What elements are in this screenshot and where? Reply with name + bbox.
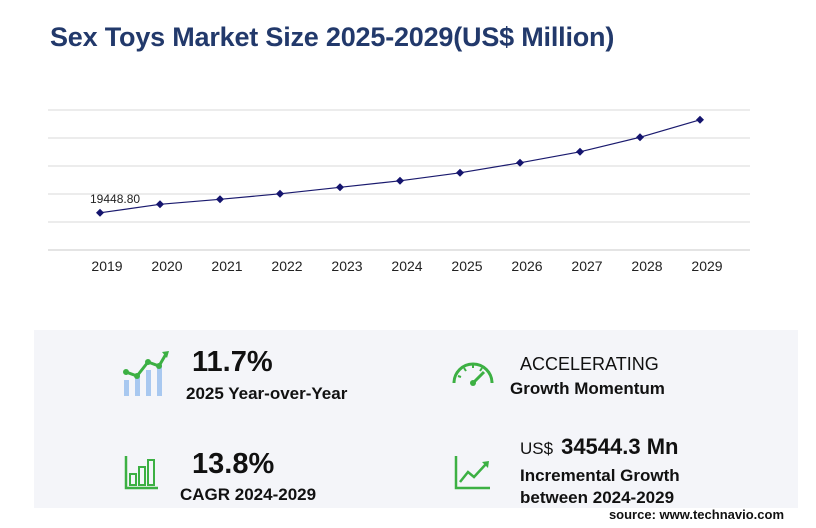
series-markers xyxy=(96,115,704,217)
data-point xyxy=(696,115,704,124)
grid-lines xyxy=(48,109,750,251)
data-point xyxy=(396,176,404,185)
incremental-line2: between 2024-2029 xyxy=(520,488,675,507)
data-point xyxy=(276,189,284,198)
incremental-value-row: US$ 34544.3 Mn xyxy=(520,434,678,460)
data-point xyxy=(216,195,224,204)
momentum-line1: ACCELERATING xyxy=(520,354,659,374)
x-tick-label: 2029 xyxy=(691,258,722,274)
data-point xyxy=(456,168,464,177)
x-tick-label: 2020 xyxy=(151,258,182,274)
x-tick-label: 2021 xyxy=(211,258,242,274)
data-labels: 19448.80 xyxy=(90,192,140,206)
data-point xyxy=(636,133,644,142)
x-tick-label: 2019 xyxy=(91,258,122,274)
x-tick-label: 2024 xyxy=(391,258,422,274)
x-tick-label: 2026 xyxy=(511,258,542,274)
line-chart: 2019 2020 2021 2022 2023 2024 2025 2026 2027 2028… xyxy=(48,109,750,274)
x-tick-label: 2023 xyxy=(331,258,362,274)
data-point xyxy=(576,147,584,156)
yoy-label: 2025 Year-over-Year xyxy=(186,384,348,403)
cagr-value: 13.8% xyxy=(192,448,275,480)
x-axis-tick-labels: 2019 2020 2021 2022 2023 2024 2025 2026 2027 2028… xyxy=(91,258,722,274)
speedometer-icon xyxy=(452,362,494,386)
trend-line-icon xyxy=(454,456,490,490)
incremental-unit: US$ xyxy=(520,439,554,458)
cagr-label: CAGR 2024-2029 xyxy=(180,485,317,504)
data-point xyxy=(156,200,164,209)
data-label: 19448.80 xyxy=(90,192,140,206)
data-point xyxy=(336,183,344,192)
x-tick-label: 2028 xyxy=(631,258,662,274)
bar-chart-icon xyxy=(124,456,158,490)
data-point xyxy=(516,158,524,167)
source-credit: source: www.technavio.com xyxy=(608,507,784,522)
incremental-value: 34544.3 Mn xyxy=(561,434,679,459)
chart-title: Sex Toys Market Size 2025-2029(US$ Milli… xyxy=(50,22,615,52)
yoy-value: 11.7% xyxy=(192,346,273,378)
bar-line-growth-icon xyxy=(123,351,169,396)
incremental-line1: Incremental Growth xyxy=(520,466,680,485)
momentum-line2: Growth Momentum xyxy=(510,379,665,398)
x-tick-label: 2022 xyxy=(271,258,302,274)
data-point xyxy=(96,208,104,217)
x-tick-label: 2027 xyxy=(571,258,602,274)
x-tick-label: 2025 xyxy=(451,258,482,274)
